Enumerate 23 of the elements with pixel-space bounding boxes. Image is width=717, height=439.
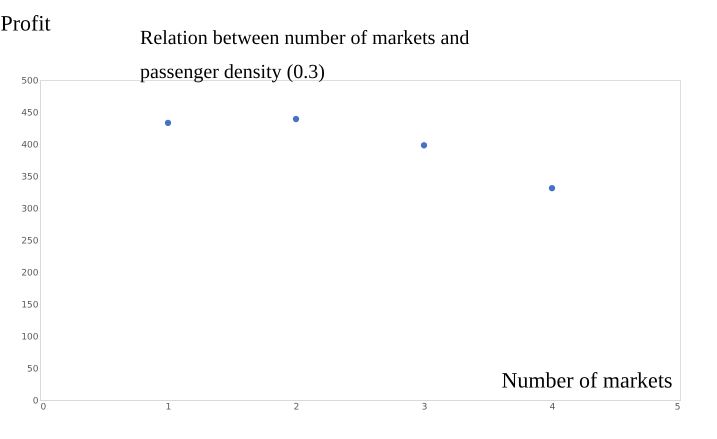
point bbox=[164, 120, 172, 126]
y-tick-label: 300 bbox=[21, 204, 39, 214]
y-tick-label: 400 bbox=[21, 140, 39, 150]
y-tick-label: 500 bbox=[21, 76, 39, 86]
x-tick-label: 0 bbox=[40, 402, 46, 412]
y-tick-label: 250 bbox=[21, 236, 39, 246]
y-tick-label: 450 bbox=[21, 108, 39, 118]
y-tick-label: 150 bbox=[21, 300, 39, 310]
x-axis-title: Number of markets bbox=[501, 368, 672, 392]
point bbox=[292, 116, 300, 122]
x-tick-label: 4 bbox=[550, 402, 556, 412]
x-tick-label: 3 bbox=[422, 402, 428, 412]
y-axis-title: Profit bbox=[0, 10, 51, 36]
x-tick-label: 2 bbox=[294, 402, 300, 412]
point bbox=[420, 142, 428, 148]
x-tick-label: 1 bbox=[166, 402, 172, 412]
y-tick-label: 100 bbox=[21, 332, 39, 342]
y-tick-label: 200 bbox=[21, 268, 39, 278]
y-tick-label: 50 bbox=[27, 364, 39, 374]
x-tick-label: 5 bbox=[674, 402, 680, 412]
point bbox=[548, 185, 556, 192]
chart-title: Relation between number of markets and passenger density (0.3) bbox=[140, 27, 470, 83]
y-tick-label: 350 bbox=[21, 172, 39, 182]
